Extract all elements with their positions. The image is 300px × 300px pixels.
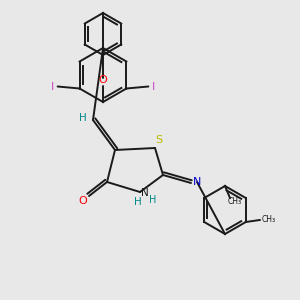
Text: O: O [99,75,107,85]
Text: N: N [193,177,201,187]
Text: H: H [149,195,157,205]
Text: H: H [79,113,87,123]
Text: CH₃: CH₃ [228,196,242,206]
Text: I: I [51,82,54,92]
Text: I: I [152,82,155,92]
Text: O: O [79,196,87,206]
Text: H: H [134,197,142,207]
Text: CH₃: CH₃ [262,214,276,224]
Text: N: N [141,188,149,198]
Text: S: S [155,135,163,145]
